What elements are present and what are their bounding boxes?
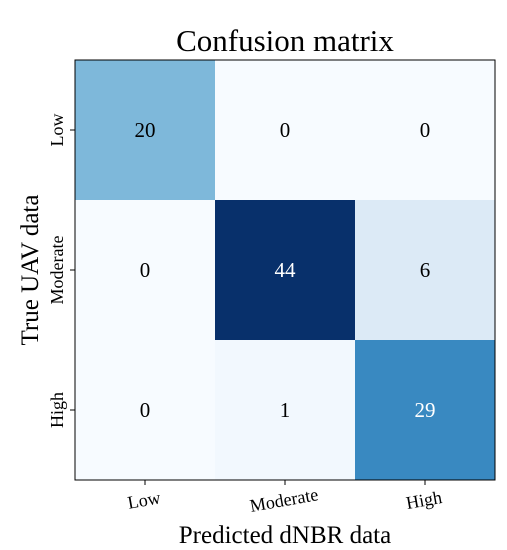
y-tick-label-1: Moderate [47, 236, 67, 305]
y-axis-label: True UAV data [17, 195, 44, 346]
cell-value-2-1: 1 [280, 398, 291, 422]
x-ticks: Low Moderate High [126, 480, 443, 516]
heatmap-cell-1-0 [75, 200, 215, 340]
heatmap-cell-1-2 [355, 200, 495, 340]
x-tick-label-2: High [404, 487, 443, 513]
cell-value-0-0: 20 [135, 118, 156, 142]
y-tick-label-0: Low [47, 114, 67, 147]
heatmap-cell-2-0 [75, 340, 215, 480]
y-tick-label-2: High [47, 392, 67, 428]
heatmap-cell-1-1 [215, 200, 355, 340]
cell-value-1-0: 0 [140, 258, 151, 282]
heatmap-cell-2-1 [215, 340, 355, 480]
cell-value-labels: 20 0 0 0 44 6 0 1 29 [135, 118, 436, 422]
x-tick-label-0: Low [126, 487, 162, 512]
heatmap-cell-2-2 [355, 340, 495, 480]
x-axis-label: Predicted dNBR data [179, 522, 391, 549]
cell-value-1-1: 44 [275, 258, 297, 282]
y-ticks: Low Moderate High [47, 114, 75, 428]
heatmap-cell-0-0 [75, 60, 215, 200]
cell-value-1-2: 6 [420, 258, 431, 282]
cell-value-0-1: 0 [280, 118, 291, 142]
x-tick-label-1: Moderate [248, 484, 319, 516]
heatmap-cell-0-1 [215, 60, 355, 200]
cell-value-2-2: 29 [415, 398, 436, 422]
heatmap-cell-0-2 [355, 60, 495, 200]
heatmap-cells [75, 60, 495, 480]
cell-value-2-0: 0 [140, 398, 151, 422]
cell-value-0-2: 0 [420, 118, 431, 142]
chart-title: Confusion matrix [176, 23, 394, 58]
